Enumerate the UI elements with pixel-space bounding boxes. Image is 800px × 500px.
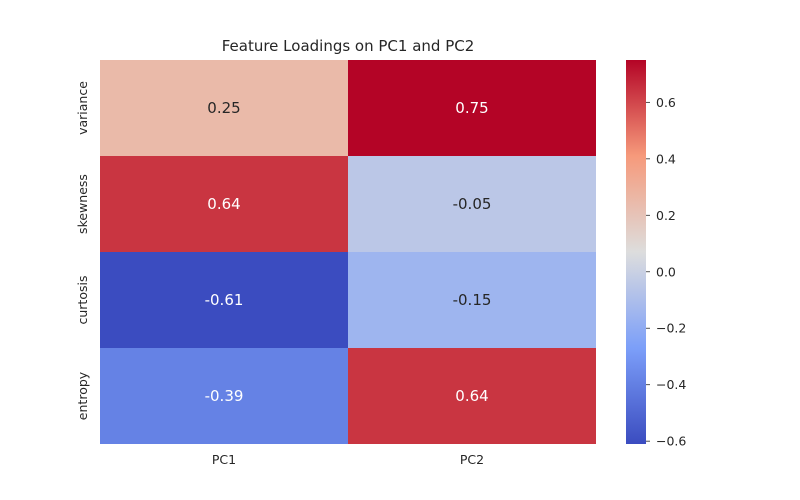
cell-value-label: -0.05: [453, 195, 492, 213]
colorbar-tick-label: −0.6: [656, 434, 686, 449]
heatmap-cells: 0.25 0.75 0.64 -0.05 -0.61 -0.15 -0.39 0.64: [100, 60, 596, 444]
heatmap-cell: [100, 156, 348, 252]
cell-value-label: 0.64: [207, 195, 240, 213]
heatmap-cell: [348, 156, 596, 252]
cell-value-label: -0.39: [205, 387, 244, 405]
cell-value-label: 0.25: [207, 99, 240, 117]
cell-value-label: -0.15: [453, 291, 492, 309]
heatmap-cell: [348, 252, 596, 348]
chart-title: Feature Loadings on PC1 and PC2: [222, 37, 475, 55]
heatmap-cell: [100, 348, 348, 444]
cell-value-label: -0.61: [205, 291, 244, 309]
row-label: curtosis: [75, 276, 90, 325]
colorbar-tick-label: −0.2: [656, 321, 686, 336]
colorbar: [626, 60, 646, 444]
column-label: PC1: [212, 452, 236, 467]
colorbar-ticks: 0.6 0.4 0.2 0.0 −0.2 −0.4 −0.6: [646, 95, 686, 449]
colorbar-tick-label: 0.6: [656, 95, 676, 110]
column-label: PC2: [460, 452, 484, 467]
heatmap-cell: [348, 60, 596, 156]
colorbar-tick-label: 0.2: [656, 208, 676, 223]
row-labels: variance skewness curtosis entropy: [75, 81, 90, 420]
colorbar-tick-label: 0.0: [656, 264, 676, 279]
heatmap-cell: [100, 252, 348, 348]
row-label: entropy: [75, 371, 90, 420]
row-label: variance: [75, 81, 90, 135]
cell-value-label: 0.75: [455, 99, 488, 117]
row-label: skewness: [75, 174, 90, 234]
cell-value-label: 0.64: [455, 387, 488, 405]
column-labels: PC1 PC2: [212, 452, 484, 467]
heatmap-cell: [348, 348, 596, 444]
heatmap-cell: [100, 60, 348, 156]
colorbar-tick-label: −0.4: [656, 377, 686, 392]
colorbar-tick-label: 0.4: [656, 151, 676, 166]
